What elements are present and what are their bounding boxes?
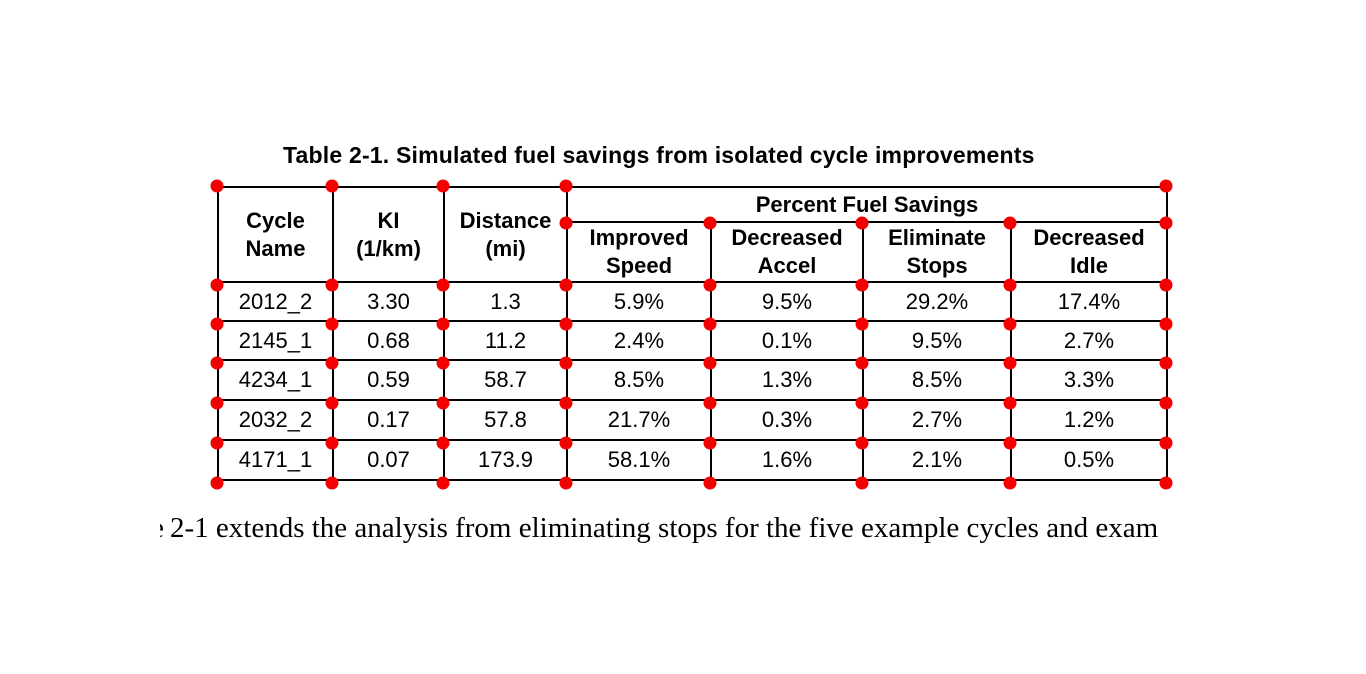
clipped-text-fragment: e bbox=[160, 512, 164, 545]
table-cell: 4171_1 bbox=[217, 439, 334, 481]
table-row: 2032_2 0.17 57.8 21.7% 0.3% 2.7% 1.2% bbox=[217, 399, 1168, 441]
table-row: 4234_1 0.59 58.7 8.5% 1.3% 8.5% 3.3% bbox=[217, 359, 1168, 401]
header-line: Eliminate bbox=[888, 225, 986, 250]
header-line: Idle bbox=[1070, 253, 1108, 278]
body-paragraph-text: 2-1 extends the analysis from eliminatin… bbox=[170, 512, 1159, 544]
table-cell: 58.1% bbox=[566, 439, 712, 481]
header-decreased-accel: Decreased Accel bbox=[710, 221, 864, 283]
header-improved-speed: Improved Speed bbox=[566, 221, 712, 283]
table-cell: 0.5% bbox=[1010, 439, 1168, 481]
table-cell: 2.4% bbox=[566, 320, 712, 361]
table-cell: 57.8 bbox=[443, 399, 568, 441]
table-caption: Table 2-1. Simulated fuel savings from i… bbox=[283, 142, 1035, 168]
table-cell: 0.68 bbox=[332, 320, 445, 361]
table-body: 2012_2 3.30 1.3 5.9% 9.5% 29.2% 17.4% 2145_1 0.6… bbox=[217, 281, 1168, 481]
header-line: Name bbox=[245, 235, 306, 261]
table-cell: 0.3% bbox=[710, 399, 864, 441]
table-cell: 2.1% bbox=[862, 439, 1012, 481]
table-cell: 3.3% bbox=[1010, 359, 1168, 401]
fuel-savings-table: Cycle Name KI (1/km) Distance (mi) Perce… bbox=[217, 186, 1168, 481]
header-line: Stops bbox=[906, 253, 968, 278]
header-line: Speed bbox=[605, 253, 673, 278]
header-line: KI bbox=[377, 207, 400, 233]
header-line: Distance bbox=[459, 207, 552, 233]
table-cell: 2012_2 bbox=[217, 281, 334, 322]
table-cell: 0.1% bbox=[710, 320, 864, 361]
table-cell: 1.3% bbox=[710, 359, 864, 401]
table-cell: 58.7 bbox=[443, 359, 568, 401]
header-line: Decreased bbox=[731, 225, 843, 250]
table-cell: 11.2 bbox=[443, 320, 568, 361]
table-cell: 1.2% bbox=[1010, 399, 1168, 441]
table-cell: 4234_1 bbox=[217, 359, 334, 401]
header-line: (mi) bbox=[485, 235, 526, 261]
table-cell: 2032_2 bbox=[217, 399, 334, 441]
table-cell: 9.5% bbox=[710, 281, 864, 322]
table-cell: 1.3 bbox=[443, 281, 568, 322]
table-cell: 1.6% bbox=[710, 439, 864, 481]
table-cell: 0.59 bbox=[332, 359, 445, 401]
header-decreased-idle: Decreased Idle bbox=[1010, 221, 1168, 283]
header-line: Improved bbox=[589, 225, 689, 250]
table-cell: 29.2% bbox=[862, 281, 1012, 322]
table-cell: 173.9 bbox=[443, 439, 568, 481]
header-eliminate-stops: Eliminate Stops bbox=[862, 221, 1012, 283]
header-cycle-name: Cycle Name bbox=[217, 186, 334, 283]
table-cell: 8.5% bbox=[862, 359, 1012, 401]
table-cell: 2.7% bbox=[862, 399, 1012, 441]
table-cell: 3.30 bbox=[332, 281, 445, 322]
table-row: 4171_1 0.07 173.9 58.1% 1.6% 2.1% 0.5% bbox=[217, 439, 1168, 481]
table-cell: 21.7% bbox=[566, 399, 712, 441]
header-line: (1/km) bbox=[356, 235, 421, 261]
table-row: 2012_2 3.30 1.3 5.9% 9.5% 29.2% 17.4% bbox=[217, 281, 1168, 322]
table-cell: 2145_1 bbox=[217, 320, 334, 361]
header-ki: KI (1/km) bbox=[332, 186, 445, 283]
header-percent-fuel-savings: Percent Fuel Savings bbox=[566, 186, 1168, 223]
table-cell: 2.7% bbox=[1010, 320, 1168, 361]
header-distance: Distance (mi) bbox=[443, 186, 568, 283]
table-cell: 17.4% bbox=[1010, 281, 1168, 322]
table-cell: 0.07 bbox=[332, 439, 445, 481]
header-line: Cycle bbox=[246, 207, 305, 233]
table-cell: 0.17 bbox=[332, 399, 445, 441]
header-line: Accel bbox=[757, 253, 817, 278]
table-cell: 5.9% bbox=[566, 281, 712, 322]
table-row: 2145_1 0.68 11.2 2.4% 0.1% 9.5% 2.7% bbox=[217, 320, 1168, 361]
table-cell: 9.5% bbox=[862, 320, 1012, 361]
table-cell: 8.5% bbox=[566, 359, 712, 401]
header-line: Decreased bbox=[1033, 225, 1145, 250]
body-paragraph: e2-1 extends the analysis from eliminati… bbox=[160, 512, 1158, 545]
